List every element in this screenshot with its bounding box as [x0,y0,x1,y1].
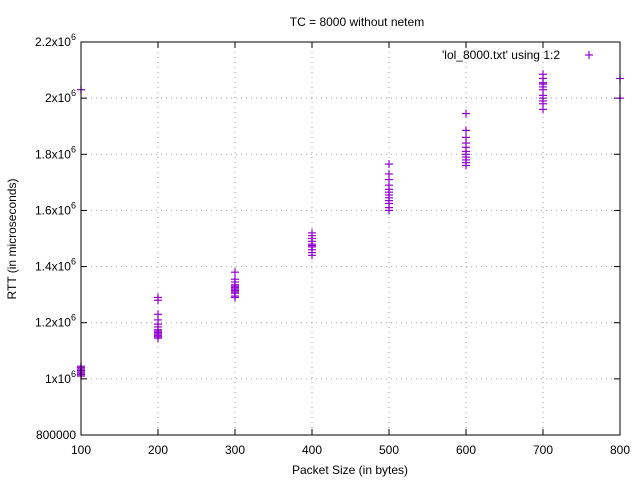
data-points [77,70,624,381]
data-point [308,251,316,260]
data-point [462,161,470,170]
x-tick-label: 800 [610,443,630,457]
x-tick-label: 100 [71,443,91,457]
data-point [462,126,470,135]
data-point [385,160,393,169]
y-tick-label: 1.4x106 [35,257,76,274]
x-tick-label: 400 [302,443,322,457]
y-tick-label: 2.2x106 [35,32,76,49]
y-tick-label: 800000 [36,428,76,442]
data-point [385,206,393,215]
x-tick-label: 700 [533,443,553,457]
x-tick-label: 600 [456,443,476,457]
x-axis-label: Packet Size (in bytes) [292,463,408,477]
data-point [539,105,547,114]
data-point [231,268,239,277]
y-tick-label: 1x106 [45,369,76,386]
plot-border [80,41,621,436]
y-tick-label: 1.2x106 [35,313,76,330]
y-tick-label: 1.8x106 [35,144,76,161]
chart-title: TC = 8000 without netem [290,15,424,29]
data-point [154,334,162,343]
data-point [154,296,162,305]
data-point [231,293,239,302]
y-tick-label: 2x106 [45,88,76,105]
legend-marker [585,51,593,59]
x-tick-label: 300 [225,443,245,457]
y-axis-label: RTT (in microseconds) [5,179,19,300]
legend: 'lol_8000.txt' using 1:2 [442,48,593,62]
y-tick-label: 1.6x106 [35,200,76,217]
legend-label: 'lol_8000.txt' using 1:2 [442,48,560,62]
x-tick-label: 500 [379,443,399,457]
axis-ticks: 100 200 300 400 500 600 700 800 800000 1x106 1.2x1… [35,32,630,457]
data-point [462,109,470,118]
x-tick-label: 200 [148,443,168,457]
